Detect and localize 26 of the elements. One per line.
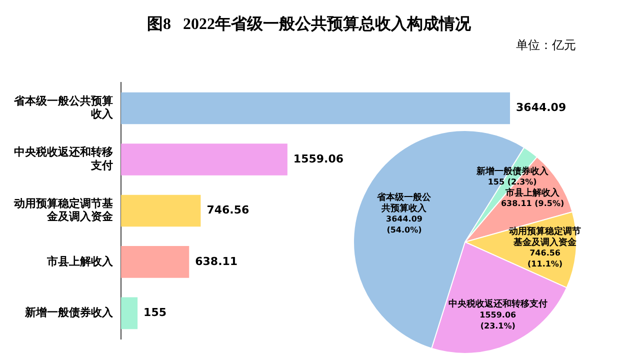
data-label: 746.56 [206,204,250,217]
bar [121,246,190,278]
data-label: 3644.09 [516,101,566,114]
chart-title: 图8 2022年省级一般公共预算总收入构成情况 [146,14,472,35]
slice-label: 中央税收返还和转移支付 [448,298,548,310]
data-label: 638.11 (9.5%) [500,199,564,208]
bar [121,92,510,124]
y-tick-label: 市县上解收入 [46,254,114,268]
data-label: 1559.06 [293,152,344,166]
text: 单位：亿元 [516,37,576,54]
data-label: 638.11 [195,254,238,268]
data-label: 155 (2.3%) [488,178,537,187]
bar [121,194,201,227]
slice-label: 省本级一般公共预算收入 [376,192,432,214]
data-label: 155 [144,306,167,320]
bar [121,297,138,330]
data-label: 746.56 (11.1%) [528,248,563,269]
slice-label: 市县上解收入 [504,187,561,198]
y-tick-label: 新增一般债券收入 [24,306,114,320]
bar [121,144,288,176]
y-tick-label: 动用预算稳定调节基金及调入资金 [13,196,114,224]
y-tick-label: 中央税收返还和转移支付 [14,146,113,172]
slice-label: 新增一般债券收入 [475,166,550,178]
data-label: 1559.06 (23.1%) [480,310,517,330]
data-label: 3644.09 (54.0%) [386,214,423,235]
y-tick-label: 省本级一般公共预算收入 [13,94,114,121]
